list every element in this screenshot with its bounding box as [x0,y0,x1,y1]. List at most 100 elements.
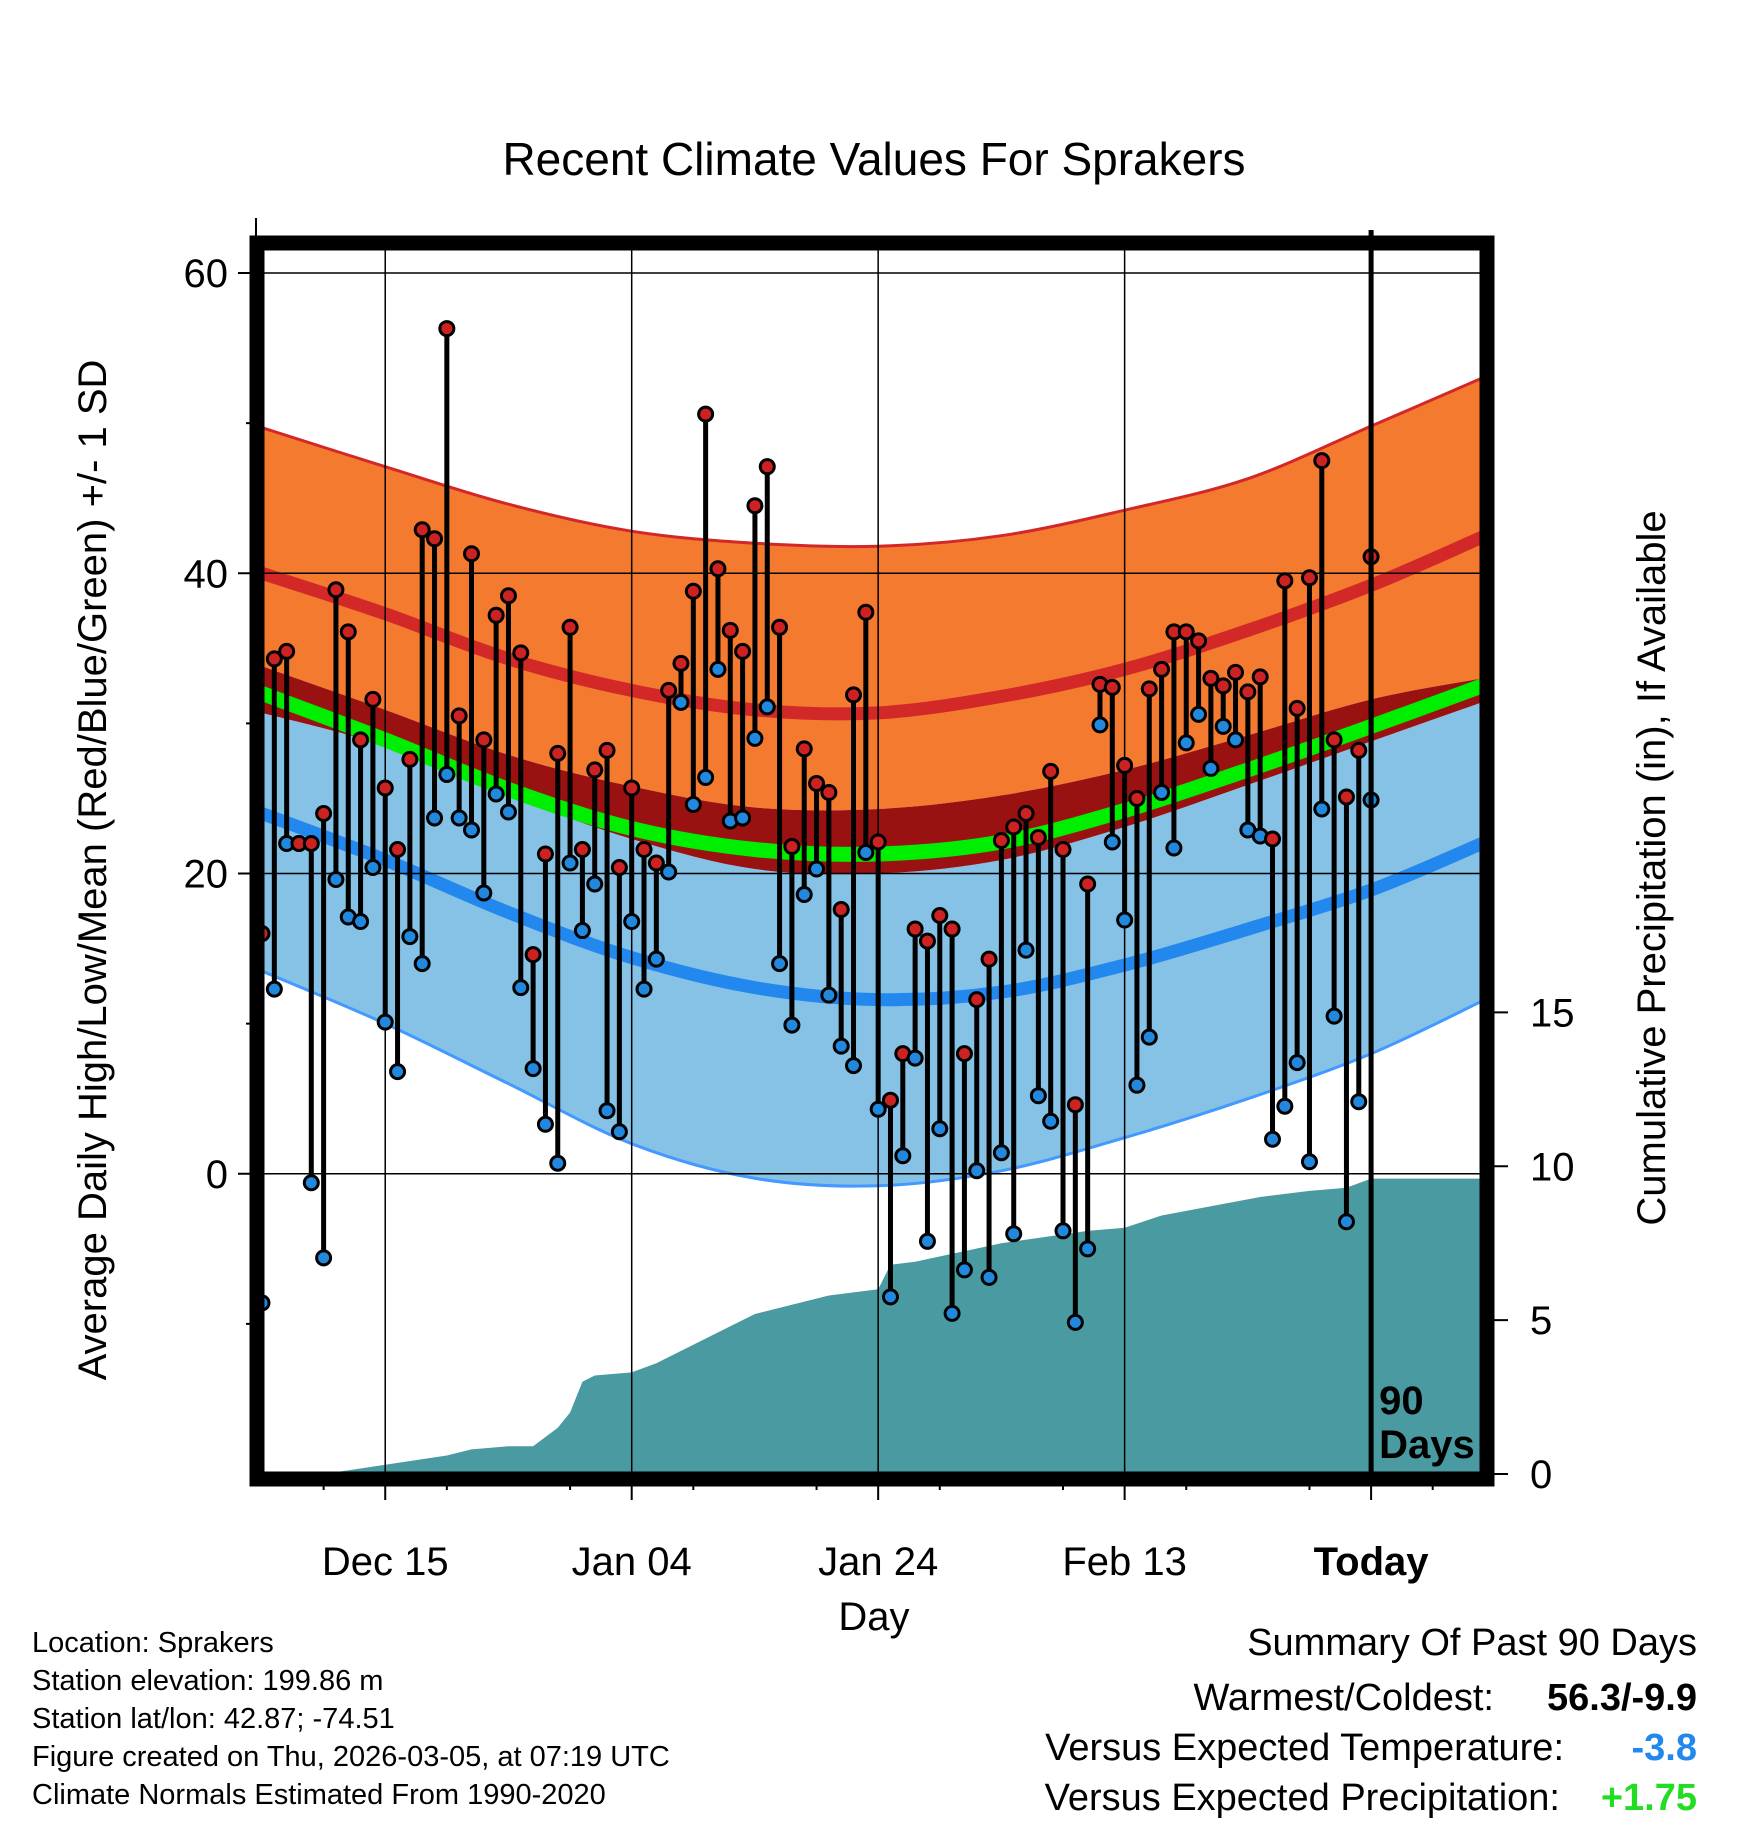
daily-high-point [697,405,715,423]
x-tick-label: Feb 13 [1062,1540,1187,1584]
daily-low-point [795,886,813,904]
daily-low-point [623,913,641,931]
daily-high-point [1103,678,1121,696]
y-axis-label: Average Daily High/Low/Mean (Red/Blue/Gr… [71,360,115,1381]
daily-low-point [549,1154,567,1172]
station-info: Location: Sprakers Station elevation: 19… [32,1627,670,1811]
daily-high-point [1251,668,1269,686]
daily-low-point [672,693,690,711]
daily-low-point [1079,1240,1097,1258]
daily-low-point [1288,1054,1306,1072]
daily-low-point [364,859,382,877]
precip-area [262,1178,1482,1474]
daily-high-point [475,731,493,749]
daily-high-point [1029,828,1047,846]
daily-low-point [389,1063,407,1081]
temperature-label: Versus Expected Temperature: [1045,1727,1564,1769]
daily-low-point [980,1268,998,1286]
x-axis-label: Day [838,1595,909,1639]
high-sd-band [262,378,1482,811]
daily-low-point [1091,716,1109,734]
daily-high-point [1054,840,1072,858]
daily-low-point [426,809,444,827]
normals-text: Climate Normals Estimated From 1990-2020 [32,1779,606,1811]
daily-high-point [672,654,690,672]
x-tick-label: Today [1314,1540,1430,1584]
daily-low-point [734,809,752,827]
daily-high-point [610,859,628,877]
daily-high-point [438,320,456,338]
daily-high-point [820,783,838,801]
daily-high-point [943,920,961,938]
y-tick-label: 20 [184,853,229,897]
daily-low-point [586,875,604,893]
x-tick-label: Jan 24 [818,1540,938,1584]
daily-low-point [857,843,875,861]
daily-high-point [499,587,517,605]
daily-high-point [968,991,986,1009]
daily-low-point [758,698,776,716]
daily-high-point [265,650,283,668]
daily-low-point [1140,1028,1158,1046]
daily-low-point [845,1057,863,1075]
daily-low-point [376,1013,394,1031]
daily-high-point [906,920,924,938]
daily-low-point [598,1102,616,1120]
daily-low-point [1202,759,1220,777]
daily-high-point [450,707,468,725]
daily-high-point [315,804,333,822]
daily-high-point [684,582,702,600]
daily-low-point [524,1060,542,1078]
daily-high-point [808,774,826,792]
daily-high-point [1128,789,1146,807]
daily-low-point [499,803,517,821]
daily-low-point [1017,941,1035,959]
daily-high-point [1337,788,1355,806]
daily-low-point [512,979,530,997]
daily-low-point [881,1288,899,1306]
daily-low-point [808,860,826,878]
warmest-coldest-value: 56.3/-9.9 [1547,1677,1697,1719]
daily-low-point [918,1232,936,1250]
daily-low-point [992,1144,1010,1162]
daily-high-point [1300,569,1318,587]
y-tick-label: 60 [184,252,229,296]
daily-high-point [1116,756,1134,774]
daily-high-point [339,623,357,641]
daily-low-point [1300,1153,1318,1171]
daily-high-point [758,458,776,476]
daily-high-point [1005,818,1023,836]
daily-high-point [1066,1096,1084,1114]
daily-low-point [1276,1097,1294,1115]
daily-low-point [573,922,591,940]
precipitation-value: +1.75 [1601,1777,1697,1819]
daily-high-point [1276,572,1294,590]
daily-markers [262,320,1380,1331]
daily-high-point [1202,669,1220,687]
daily-high-point [401,750,419,768]
daily-low-point [352,913,370,931]
y-tick-label: 40 [184,552,229,596]
daily-low-point [1153,783,1171,801]
y2-tick-label: 10 [1530,1145,1575,1189]
daily-high-point [549,744,567,762]
elevation-text: Station elevation: 199.86 m [32,1665,383,1697]
y2-tick-label: 5 [1530,1299,1552,1343]
daily-low-point [660,863,678,881]
daily-low-point [869,1100,887,1118]
x-tick-label: Jan 04 [572,1540,692,1584]
daily-high-point [1140,680,1158,698]
daily-low-point [1190,705,1208,723]
daily-low-point [265,980,283,998]
daily-high-point [845,686,863,704]
daily-high-point [1079,875,1097,893]
daily-high-point [647,854,665,872]
daily-high-point [771,618,789,636]
daily-low-point [1066,1313,1084,1331]
daily-low-point [475,884,493,902]
daily-low-point [1177,734,1195,752]
daily-low-point [1029,1087,1047,1105]
low-sd-band [262,702,1482,1187]
daily-high-point [1239,683,1257,701]
axes: 0 20 40 60 0 5 10 15 Dec 15 Jan 04 Jan 24 Feb 13 Tod… [184,218,1575,1584]
